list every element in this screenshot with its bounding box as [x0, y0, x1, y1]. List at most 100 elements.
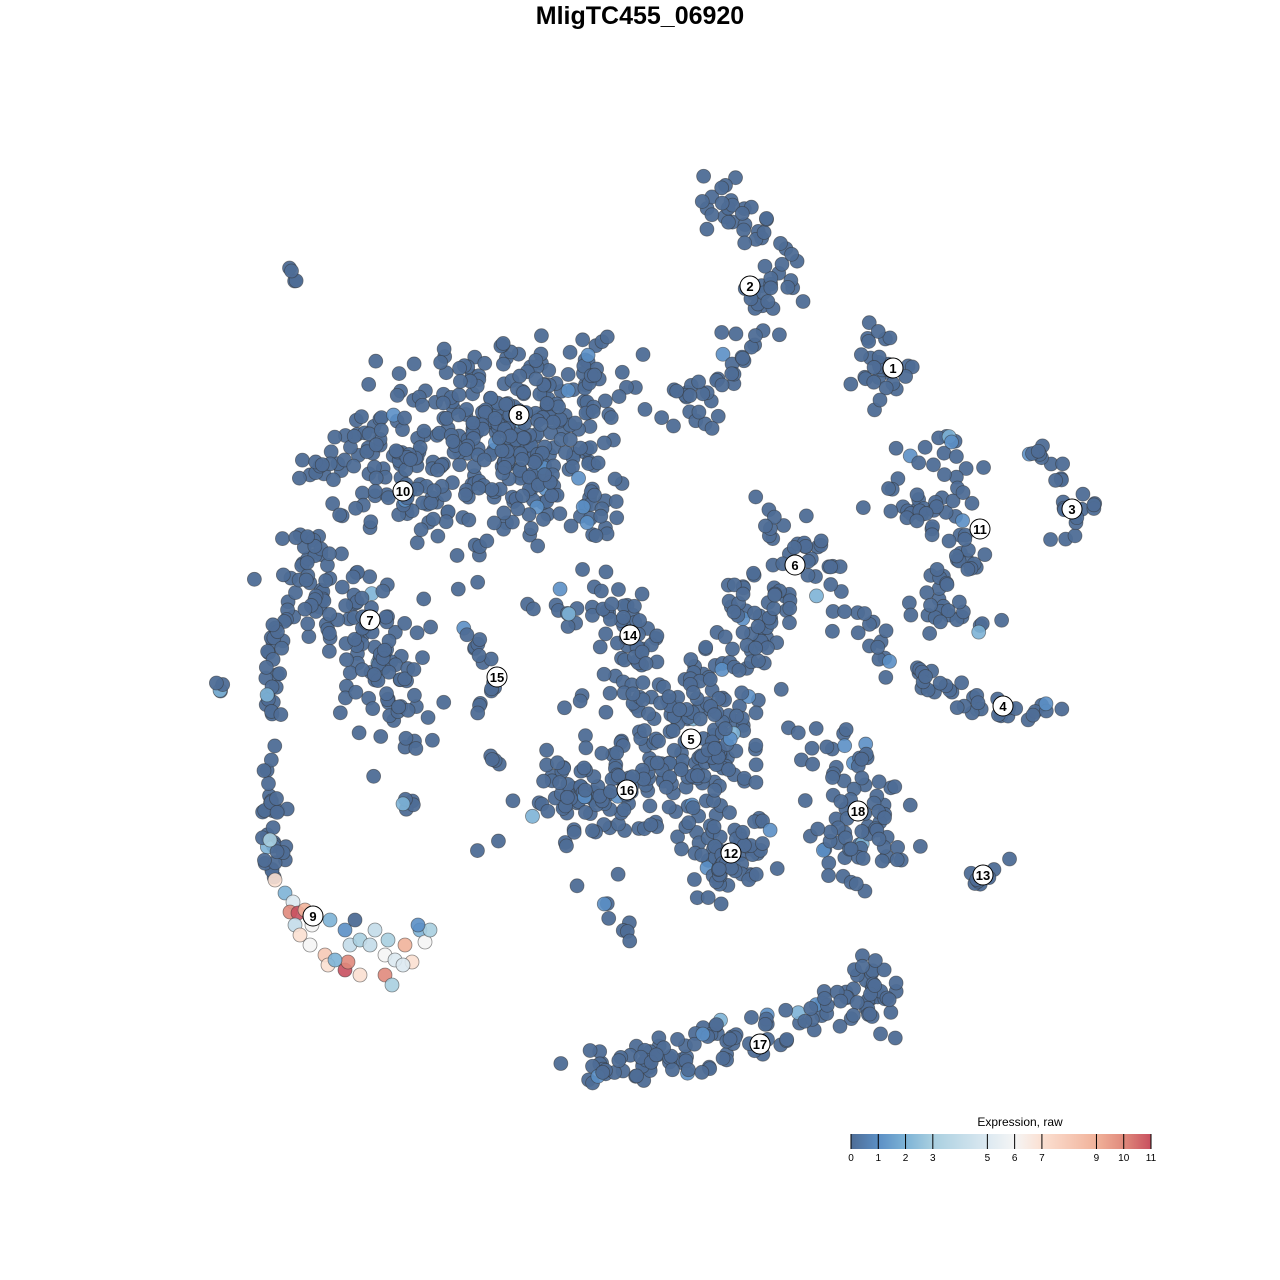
cell-point	[823, 559, 838, 575]
cell-point	[339, 652, 354, 668]
cell-point	[604, 596, 620, 612]
cell-point	[707, 740, 723, 756]
cell-point	[948, 548, 964, 564]
cell-point	[340, 954, 356, 970]
cluster-label-text: 1	[889, 361, 896, 376]
cell-point	[857, 606, 872, 621]
cell-point	[690, 768, 705, 784]
cell-point	[821, 855, 837, 871]
cell-point	[902, 797, 918, 813]
cell-point	[939, 577, 955, 592]
cell-point	[870, 324, 886, 339]
cell-point	[994, 612, 1010, 628]
cell-point	[590, 455, 606, 471]
cell-point	[871, 774, 887, 790]
cell-point	[588, 528, 604, 544]
cell-point	[616, 802, 632, 818]
cell-point	[804, 740, 820, 756]
cell-point	[638, 656, 654, 671]
cell-point	[611, 1053, 627, 1068]
cell-point	[757, 258, 773, 274]
cell-point	[302, 937, 318, 953]
cell-point	[861, 334, 877, 349]
cell-point	[523, 521, 539, 536]
cell-point	[622, 933, 638, 949]
cell-point	[744, 1010, 759, 1025]
cell-point	[888, 975, 904, 991]
cell-point	[747, 605, 763, 621]
cell-point	[731, 662, 747, 678]
cell-point	[348, 684, 364, 700]
cell-point	[709, 1017, 724, 1032]
cell-point	[337, 922, 353, 938]
cluster-label-badge	[969, 518, 991, 540]
cluster-label-text: 2	[746, 279, 753, 294]
cell-point	[735, 350, 751, 366]
cell-point	[715, 346, 731, 362]
cell-point	[786, 540, 802, 555]
cluster-label-text: 13	[976, 868, 990, 883]
cell-point	[259, 687, 275, 703]
cell-point	[321, 643, 337, 659]
cell-point	[853, 347, 869, 363]
cell-point	[941, 533, 957, 549]
cell-point	[445, 433, 461, 449]
cell-point	[407, 687, 422, 703]
cell-point	[960, 561, 976, 577]
cell-point	[813, 533, 829, 549]
cell-point	[728, 326, 744, 342]
cell-point	[423, 495, 439, 511]
cell-point	[338, 598, 354, 613]
cell-point	[516, 430, 531, 446]
cell-point	[715, 1050, 731, 1066]
cell-point	[757, 1016, 773, 1032]
cell-point	[748, 866, 764, 882]
cell-point	[530, 538, 546, 554]
cell-point	[471, 480, 487, 496]
cluster-label-badge	[972, 864, 994, 886]
cluster-label-14: 14	[619, 624, 641, 646]
cell-point	[721, 762, 737, 777]
cell-point	[805, 756, 821, 772]
cell-point	[472, 632, 488, 647]
cell-point	[536, 773, 551, 789]
cell-point	[334, 579, 350, 595]
cluster-label-text: 16	[620, 783, 634, 798]
cluster-label-9: 9	[302, 905, 324, 927]
cell-point	[918, 669, 933, 684]
cell-point	[666, 418, 681, 434]
cell-point	[275, 531, 290, 546]
cell-point	[855, 851, 871, 866]
cluster-label-badge	[882, 357, 904, 379]
cell-point	[452, 360, 467, 376]
cluster-label-badge	[784, 554, 806, 576]
cell-point	[665, 1062, 680, 1078]
cell-point	[964, 495, 980, 511]
cell-point	[414, 397, 430, 413]
cluster-label-8: 8	[508, 404, 530, 426]
cell-point	[717, 721, 733, 737]
cell-point	[208, 675, 224, 691]
cell-point	[694, 1064, 710, 1080]
cell-point	[585, 823, 600, 839]
cell-point	[757, 518, 773, 534]
cell-point	[707, 707, 722, 723]
cell-point	[406, 356, 422, 372]
cell-point	[854, 751, 870, 767]
cell-point	[883, 1004, 899, 1020]
cell-point	[1030, 443, 1046, 459]
cell-point	[436, 694, 452, 710]
cell-point	[843, 841, 859, 857]
cell-point	[300, 616, 316, 632]
cell-point	[721, 214, 736, 230]
cell-point	[257, 852, 272, 868]
cluster-label-text: 3	[1068, 502, 1075, 517]
cluster-label-10: 10	[392, 480, 414, 502]
cell-point	[516, 385, 532, 400]
cell-point	[261, 776, 276, 791]
cluster-label-11: 11	[969, 518, 991, 540]
cell-point	[971, 624, 987, 640]
colorbar-tick-label: 5	[985, 1153, 991, 1164]
cell-point	[926, 457, 941, 473]
cluster-label-6: 6	[784, 554, 806, 576]
